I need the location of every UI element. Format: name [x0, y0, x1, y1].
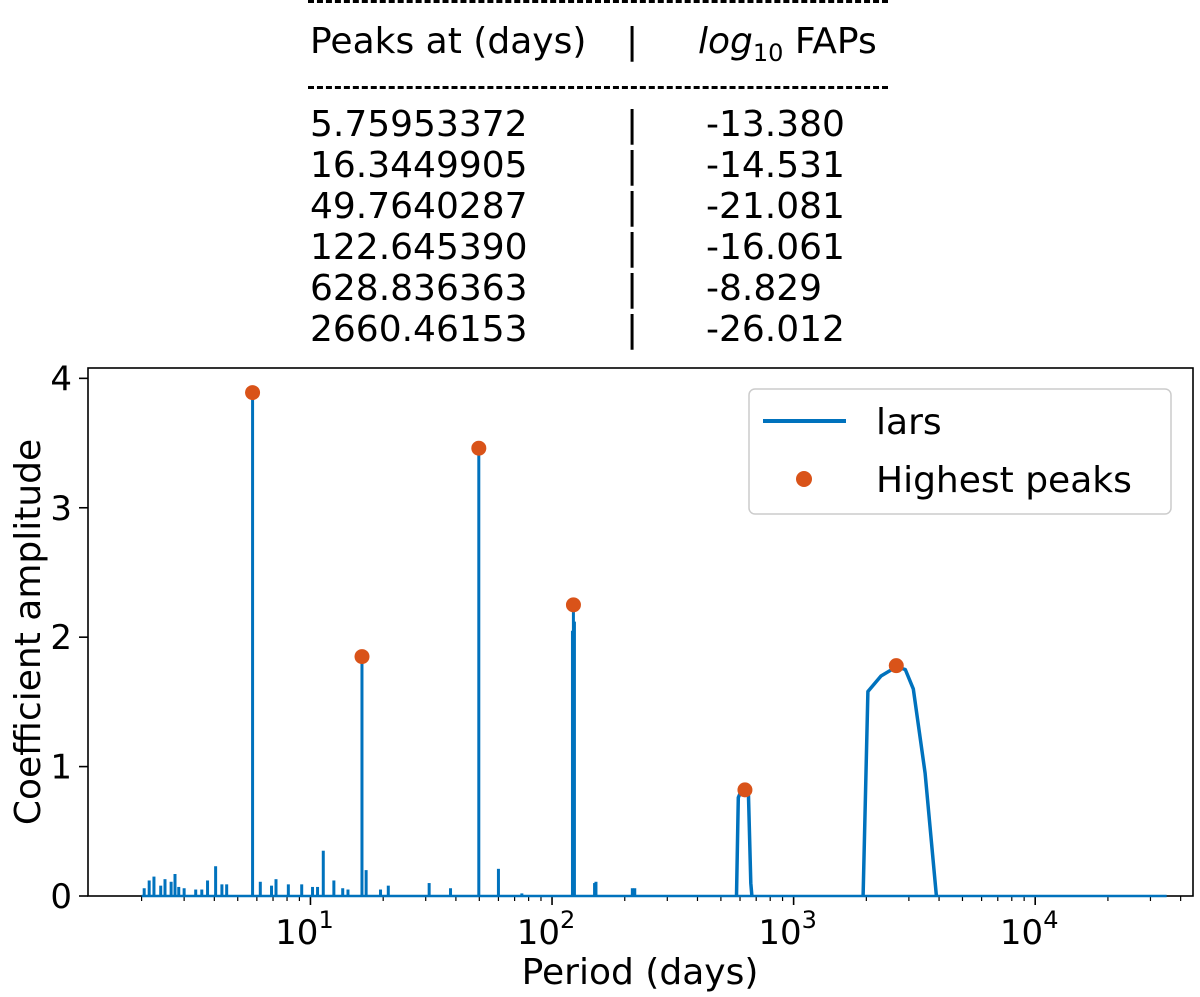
axis-ticks: 0 1 2 3 4 101 102 103 104 — [50, 359, 1182, 953]
row-fap: -14.531 — [706, 145, 845, 186]
row-fap: -16.061 — [706, 227, 845, 268]
row-fap: -13.380 — [706, 104, 845, 145]
x-tick-label: 101 — [275, 906, 334, 953]
x-tick-label: 102 — [517, 906, 576, 953]
row-period: 628.836363 — [310, 268, 528, 309]
y-tick-label: 3 — [50, 489, 72, 529]
row-separator: | — [626, 186, 639, 227]
x-tick-label: 103 — [758, 906, 817, 953]
x-tick-label: 104 — [1000, 906, 1059, 953]
row-fap: -26.012 — [706, 309, 845, 350]
y-axis-label: Coefficient amplitude — [8, 439, 49, 825]
table-header-rule — [308, 86, 888, 92]
peaks-table: Peaks at (days) | log10 FAPs 5.75953372 … — [0, 0, 1200, 360]
legend-label-peaks: Highest peaks — [876, 460, 1132, 501]
row-period: 122.645390 — [310, 227, 528, 268]
highest-peaks-markers — [245, 385, 904, 798]
row-separator: | — [626, 227, 639, 268]
legend-marker-swatch — [796, 471, 812, 487]
row-fap: -21.081 — [706, 186, 845, 227]
series-hump — [734, 788, 754, 897]
row-period: 2660.46153 — [310, 309, 528, 350]
row-separator: | — [626, 268, 639, 309]
highest-peak-marker — [737, 782, 753, 798]
header-period: Peaks at (days) — [310, 21, 587, 62]
row-separator: | — [626, 309, 639, 350]
highest-peak-marker — [354, 649, 370, 665]
row-separator: | — [626, 145, 639, 186]
highest-peak-marker — [565, 597, 581, 613]
highest-peak-marker — [471, 440, 487, 456]
row-period: 49.7640287 — [310, 186, 528, 227]
row-separator: | — [626, 104, 639, 145]
row-period: 5.75953372 — [310, 104, 528, 145]
x-axis-label: Period (days) — [522, 952, 759, 993]
y-tick-label: 2 — [50, 618, 72, 658]
highest-peak-marker — [888, 658, 904, 674]
y-tick-label: 0 — [50, 877, 72, 917]
series-hump — [861, 665, 939, 897]
legend-box — [748, 388, 1172, 515]
y-tick-label: 4 — [50, 359, 72, 399]
legend-label-lars: lars — [876, 402, 942, 443]
header-fap: log10 FAPs — [698, 21, 877, 68]
series-lars — [141, 393, 1167, 898]
header-separator: | — [626, 21, 639, 62]
row-period: 16.3449905 — [310, 145, 528, 186]
y-tick-label: 1 — [50, 748, 72, 788]
row-fap: -8.829 — [706, 268, 823, 309]
highest-peak-marker — [245, 385, 261, 401]
legend: lars Highest peaks — [748, 388, 1172, 515]
table-top-rule — [308, 0, 888, 6]
